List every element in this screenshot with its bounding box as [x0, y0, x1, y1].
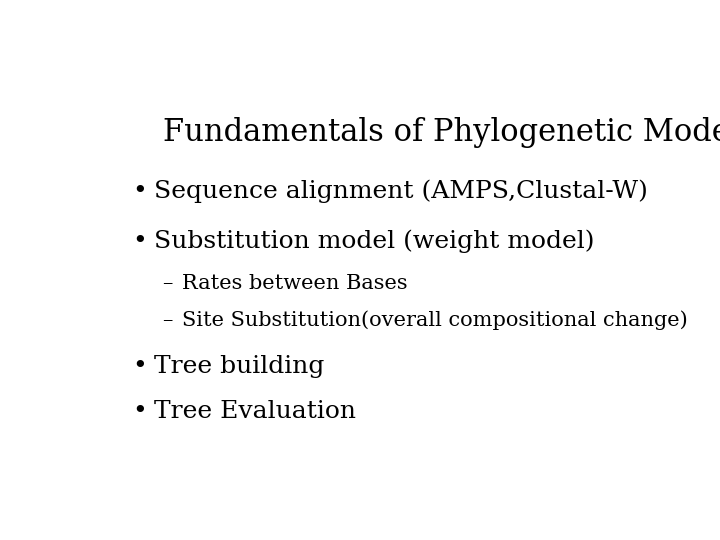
Text: Sequence alignment (AMPS,Clustal-W): Sequence alignment (AMPS,Clustal-W) — [154, 180, 648, 204]
Text: Rates between Bases: Rates between Bases — [182, 274, 408, 293]
Text: •: • — [132, 355, 147, 378]
Text: •: • — [132, 230, 147, 253]
Text: –: – — [163, 274, 173, 293]
Text: Site Substitution(overall compositional change): Site Substitution(overall compositional … — [182, 310, 688, 330]
Text: –: – — [163, 311, 173, 330]
Text: Substitution model (weight model): Substitution model (weight model) — [154, 230, 595, 253]
Text: Tree building: Tree building — [154, 355, 325, 378]
Text: Tree Evaluation: Tree Evaluation — [154, 401, 356, 423]
Text: •: • — [132, 180, 147, 203]
Text: •: • — [132, 401, 147, 423]
Text: Fundamentals of Phylogenetic Models: Fundamentals of Phylogenetic Models — [163, 117, 720, 148]
